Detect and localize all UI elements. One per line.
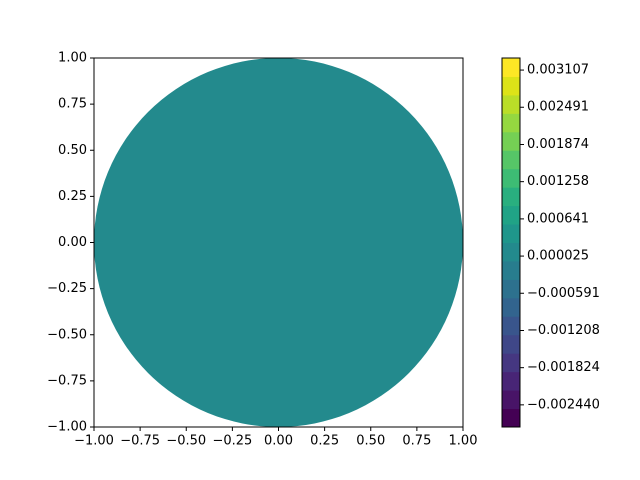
colorbar-tick-label: 0.000025 bbox=[527, 249, 589, 264]
colorbar-band bbox=[502, 260, 520, 280]
colorbar-band bbox=[502, 150, 520, 170]
colorbar-tick-label: 0.001874 bbox=[527, 137, 589, 152]
y-tick-label: 0.75 bbox=[58, 97, 87, 112]
y-tick-label: 0.50 bbox=[58, 143, 87, 158]
colorbar-band bbox=[502, 371, 520, 391]
colorbar-band bbox=[502, 168, 520, 188]
colorbar-tick-label: 0.000641 bbox=[527, 211, 589, 226]
colorbar-band bbox=[502, 334, 520, 354]
colorbar-tick-label: −0.001824 bbox=[527, 360, 600, 375]
y-tick-label: −1.00 bbox=[47, 420, 87, 435]
colorbar-tick-label: 0.001258 bbox=[527, 174, 589, 189]
x-tick-label: 0.25 bbox=[310, 434, 339, 449]
colorbar-band bbox=[502, 58, 520, 77]
x-tick-label: 1.00 bbox=[449, 434, 478, 449]
y-tick-label: 0.25 bbox=[58, 189, 87, 204]
colorbar-tick-label: −0.001208 bbox=[527, 323, 600, 338]
colorbar-band bbox=[502, 242, 520, 262]
colorbar-frame bbox=[501, 57, 521, 428]
contour-region bbox=[94, 58, 463, 427]
colorbar-band bbox=[502, 76, 520, 96]
colorbar-band bbox=[502, 113, 520, 133]
x-tick-label: 0.75 bbox=[402, 434, 431, 449]
x-tick-label: 0.50 bbox=[356, 434, 385, 449]
colorbar-tick-label: −0.002440 bbox=[527, 397, 600, 412]
x-tick-label: −0.50 bbox=[166, 434, 206, 449]
y-tick-label: −0.50 bbox=[47, 327, 87, 342]
colorbar-tick-label: 0.002491 bbox=[527, 100, 589, 115]
x-tick-label: −0.25 bbox=[212, 434, 252, 449]
colorbar-band bbox=[502, 390, 520, 410]
y-tick-label: 1.00 bbox=[58, 51, 87, 66]
colorbar-band bbox=[502, 408, 520, 428]
colorbar-tick-label: 0.003107 bbox=[527, 63, 589, 78]
colorbar-band bbox=[502, 316, 520, 336]
colorbar-band bbox=[502, 353, 520, 373]
colorbar-band bbox=[502, 224, 520, 243]
x-tick-label: 0.00 bbox=[264, 434, 293, 449]
colorbar-band bbox=[502, 131, 520, 151]
colorbar-band bbox=[502, 279, 520, 299]
x-tick-label: −1.00 bbox=[74, 434, 114, 449]
colorbar-tick-label: −0.000591 bbox=[527, 286, 600, 301]
y-tick-label: −0.75 bbox=[47, 373, 87, 388]
colorbar-band bbox=[502, 94, 520, 114]
x-tick-label: −0.75 bbox=[120, 434, 160, 449]
colorbar-band bbox=[502, 205, 520, 225]
y-tick-label: 0.00 bbox=[58, 235, 87, 250]
y-tick-label: −0.25 bbox=[47, 281, 87, 296]
colorbar-band bbox=[502, 187, 520, 207]
colorbar-band bbox=[502, 297, 520, 317]
